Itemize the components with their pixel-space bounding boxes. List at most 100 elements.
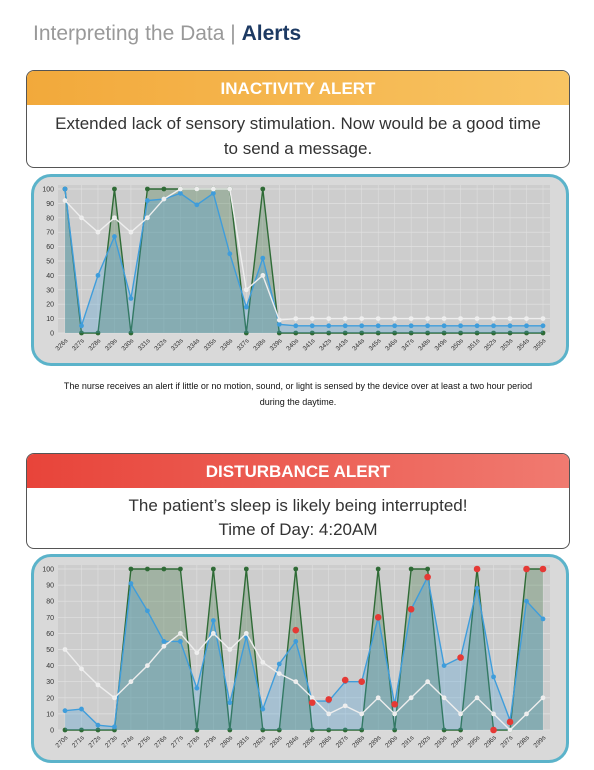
data-point [112, 234, 117, 239]
data-point [210, 186, 216, 192]
data-point [95, 682, 101, 688]
data-point [243, 330, 249, 336]
data-point [441, 330, 447, 336]
data-point [408, 566, 414, 572]
data-point [128, 229, 134, 235]
x-tick-label: 292s [417, 734, 432, 749]
data-point [293, 316, 299, 321]
y-tick-label: 100 [42, 187, 54, 194]
data-point [474, 695, 480, 701]
data-point [161, 643, 167, 649]
data-point [425, 330, 431, 336]
x-tick-label: 285s [302, 734, 317, 749]
data-point [194, 202, 200, 208]
data-point [243, 566, 249, 572]
x-tick-label: 296s [483, 734, 498, 749]
data-point [62, 198, 68, 203]
y-tick-label: 90 [46, 583, 54, 590]
data-point [491, 330, 496, 336]
x-tick-label: 338s [252, 337, 267, 352]
alert-message: Extended lack of sensory stimulation. No… [55, 114, 541, 158]
x-tick-label: 293s [434, 734, 449, 749]
data-point [276, 321, 282, 327]
data-point [309, 316, 315, 321]
data-point [128, 679, 134, 685]
data-point [194, 186, 200, 192]
series-line [65, 568, 543, 731]
series-line [64, 188, 543, 321]
x-tick-label: 330s [120, 337, 135, 352]
data-point [326, 323, 332, 329]
x-tick-label: 288s [351, 734, 366, 749]
data-point [425, 323, 431, 329]
data-point [540, 323, 546, 329]
data-point [375, 695, 381, 701]
data-point [128, 566, 134, 572]
x-tick-label: 298s [516, 734, 531, 749]
x-tick-label: 278s [186, 734, 201, 749]
data-point [276, 671, 282, 677]
data-point [408, 695, 414, 701]
series-line [64, 188, 543, 327]
data-point [161, 566, 167, 572]
x-tick-label: 328s [87, 337, 102, 352]
data-point [441, 663, 447, 668]
data-point [95, 722, 101, 728]
data-point [243, 287, 249, 293]
data-point [79, 323, 84, 329]
x-tick-label: 355s [532, 337, 547, 352]
data-point [458, 711, 463, 717]
data-point [375, 316, 381, 321]
data-point [441, 727, 447, 733]
x-tick-label: 273s [104, 734, 119, 749]
y-tick-label: 30 [46, 679, 54, 686]
x-tick-label: 346s [384, 337, 399, 352]
data-point [177, 566, 183, 572]
x-tick-label: 337s [236, 337, 251, 352]
data-point [276, 317, 282, 323]
y-tick-label: 70 [46, 615, 54, 622]
y-tick-label: 50 [46, 647, 54, 654]
data-point [145, 566, 150, 572]
data-point [441, 323, 447, 329]
data-point [227, 186, 233, 192]
data-point [342, 703, 348, 709]
data-point [260, 186, 266, 192]
data-point [79, 215, 84, 221]
x-tick-label: 345s [368, 337, 383, 352]
data-point [359, 323, 365, 329]
data-point [260, 255, 266, 261]
x-tick-label: 341s [302, 337, 317, 352]
x-tick-label: 283s [269, 734, 284, 749]
data-point [458, 330, 463, 336]
data-point [507, 727, 513, 733]
data-point [308, 699, 316, 706]
data-point [458, 727, 463, 733]
data-point [441, 316, 447, 321]
data-point [523, 565, 530, 573]
data-point [243, 304, 249, 310]
data-point [424, 573, 431, 581]
data-point [62, 708, 68, 714]
data-point [374, 614, 382, 621]
data-point [145, 215, 150, 221]
data-point [293, 330, 299, 336]
data-point [276, 330, 282, 336]
data-point [341, 676, 349, 684]
x-tick-label: 290s [384, 734, 399, 749]
x-tick-label: 286s [318, 734, 333, 749]
x-tick-label: 282s [252, 734, 267, 749]
data-point [326, 316, 332, 321]
data-point [95, 727, 101, 733]
data-point [227, 251, 233, 257]
x-tick-label: 353s [500, 337, 515, 352]
data-point [375, 323, 381, 329]
data-point [293, 639, 299, 644]
data-point [458, 323, 463, 329]
data-point [79, 727, 84, 733]
data-point [293, 323, 299, 329]
data-point [490, 726, 497, 734]
x-tick-label: 270s [54, 734, 69, 749]
alert-box: INACTIVITY ALERT Extended lack of sensor… [26, 70, 570, 168]
